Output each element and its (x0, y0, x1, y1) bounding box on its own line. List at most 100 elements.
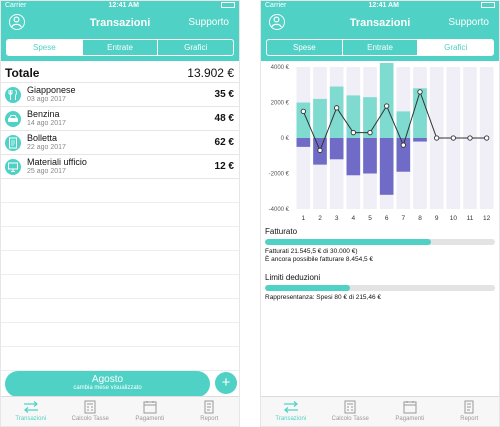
tab-label: Pagamenti (135, 416, 165, 422)
tab-label: Calcolo Tasse (71, 416, 109, 422)
list-item[interactable]: Bolletta 22 ago 2017 62 € (1, 131, 239, 155)
x-tick-label: 5 (368, 215, 372, 222)
net-point (334, 105, 340, 111)
tab-pagamenti[interactable]: Pagamenti (380, 397, 440, 426)
list-item[interactable]: Giapponese 03 ago 2017 35 € (1, 83, 239, 107)
expense-bar (346, 138, 361, 176)
limiti-section: Limiti deduzioni Rappresentanza: Spesi 8… (265, 273, 495, 302)
empty-row (1, 227, 239, 251)
x-tick-label: 3 (335, 215, 339, 222)
income-bar (413, 88, 427, 138)
clock: 12:41 AM (368, 2, 399, 9)
header: Carrier 12:41 AM Transazioni Supporto Sp… (1, 1, 239, 61)
month-button[interactable]: Agosto cambia mese visualizzato (5, 371, 210, 397)
expense-bar (363, 138, 377, 174)
monitor-icon (5, 159, 21, 175)
tab-label: Report (200, 416, 219, 422)
arrows-icon (283, 401, 298, 413)
expense-bar (413, 138, 427, 142)
item-name: Bolletta (27, 133, 58, 143)
empty-row (1, 251, 239, 275)
empty-row (1, 299, 239, 323)
segment-entrate[interactable]: Entrate (83, 40, 159, 55)
y-tick-label: 0 € (281, 136, 290, 142)
tab-calcolo-tasse[interactable]: Calcolo Tasse (61, 397, 121, 426)
tab-bar: Transazioni Calcolo Tasse Pagamenti Repo… (1, 396, 239, 426)
item-name: Benzina (27, 109, 60, 119)
user-icon[interactable] (9, 14, 25, 30)
x-tick-label: 1 (302, 215, 306, 222)
segment-entrate[interactable]: Entrate (343, 40, 419, 55)
income-bar (396, 111, 411, 138)
segment-spese[interactable]: Spese (267, 40, 343, 55)
income-bar (296, 102, 311, 138)
y-tick-label: -2000 € (269, 172, 290, 178)
limiti-line1: Rappresentanza: Spesi 80 € di 215,46 € (265, 294, 382, 301)
support-link[interactable]: Supporto (448, 17, 489, 28)
arrows-icon (23, 401, 38, 413)
fatturato-progress-fill (265, 239, 431, 245)
page-title: Transazioni (349, 17, 411, 29)
empty-row (1, 179, 239, 203)
fatturato-line1: Fatturati 21.545,5 € di 30.000 €) (265, 248, 358, 255)
header: Carrier 12:41 AM Transazioni Supporto Sp… (261, 1, 499, 61)
x-tick-label: 7 (402, 215, 406, 222)
x-tick-label: 4 (352, 215, 356, 222)
net-point (350, 130, 356, 136)
phone-transactions-list: Carrier 12:41 AM Transazioni Supporto Sp… (0, 0, 240, 427)
page-title: Transazioni (89, 17, 151, 29)
user-icon[interactable] (269, 14, 285, 30)
segmented-control: Spese Entrate Grafici (266, 39, 494, 56)
x-tick-label: 6 (385, 215, 389, 222)
tab-label: Transazioni (15, 416, 47, 422)
navbar: Transazioni Supporto (261, 10, 499, 36)
battery-icon (481, 2, 495, 8)
net-point (300, 108, 306, 115)
net-point (434, 135, 440, 141)
segment-spese[interactable]: Spese (7, 40, 83, 55)
support-link[interactable]: Supporto (188, 17, 229, 28)
fatturato-progress (265, 239, 495, 245)
tab-report[interactable]: Report (180, 397, 240, 426)
limiti-label: Limiti deduzioni (265, 273, 321, 282)
limiti-progress-fill (265, 285, 351, 291)
x-tick-label: 11 (467, 215, 474, 222)
fatturato-section: Fatturato Fatturati 21.545,5 € di 30.000… (265, 227, 495, 264)
segment-grafici[interactable]: Grafici (184, 43, 208, 52)
segment-grafici[interactable]: Grafici (418, 40, 493, 55)
net-point (467, 135, 473, 141)
item-date: 03 ago 2017 (27, 96, 66, 103)
list-item[interactable]: Materiali ufficio 25 ago 2017 12 € (1, 155, 239, 179)
item-amount: 62 € (214, 137, 234, 148)
tab-transazioni[interactable]: Transazioni (261, 397, 321, 426)
income-bar (329, 86, 344, 138)
net-line (302, 90, 487, 152)
net-point (484, 135, 490, 141)
empty-row (1, 323, 239, 347)
tab-bar: Transazioni Calcolo Tasse Pagamenti Repo… (261, 396, 499, 426)
calendar-icon (403, 401, 417, 414)
status-bar: Carrier 12:41 AM (1, 1, 239, 10)
empty-row (1, 275, 239, 299)
document-icon (5, 135, 21, 151)
fork-knife-icon (5, 87, 21, 103)
tab-report[interactable]: Report (440, 397, 500, 426)
net-point (400, 142, 406, 148)
tab-calcolo-tasse[interactable]: Calcolo Tasse (321, 397, 381, 426)
item-name: Materiali ufficio (27, 157, 87, 167)
tab-label: Pagamenti (395, 416, 425, 422)
expense-bar (379, 138, 394, 195)
tab-transazioni[interactable]: Transazioni (1, 397, 61, 426)
fatturato-label: Fatturato (265, 227, 298, 236)
report-icon (204, 400, 214, 414)
car-icon (5, 111, 21, 127)
tab-pagamenti[interactable]: Pagamenti (120, 397, 180, 426)
total-row: Totale 13.902 € (1, 61, 239, 82)
calendar-icon (143, 401, 157, 414)
calculator-icon (344, 400, 356, 414)
list-item[interactable]: Benzina 14 ago 2017 48 € (1, 107, 239, 131)
segmented-control: Spese Entrate Grafici (6, 39, 234, 56)
net-point (367, 130, 373, 136)
expense-bar (396, 138, 411, 172)
add-transaction-button[interactable]: + (215, 372, 237, 394)
